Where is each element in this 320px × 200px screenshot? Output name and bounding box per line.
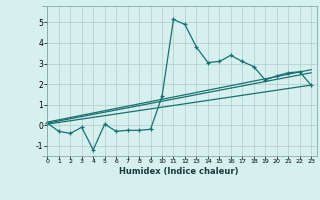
- X-axis label: Humidex (Indice chaleur): Humidex (Indice chaleur): [119, 167, 239, 176]
